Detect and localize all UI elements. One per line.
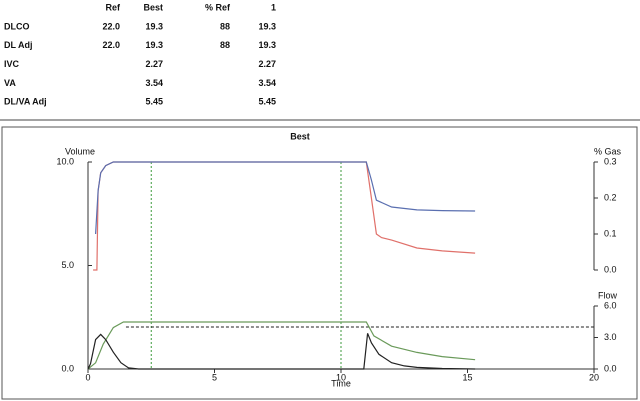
x-tick-label: 15 [462,372,472,382]
series-line [93,161,476,271]
column-header: Ref [105,2,121,12]
cell: 2.27 [145,59,163,69]
chart-frame [1,126,638,400]
series-line [87,333,476,370]
cell: 19.3 [258,40,276,50]
series-line [87,321,476,370]
column-header: Best [143,2,163,12]
cell: 5.45 [258,97,276,107]
y2ticks-tick-label: 0.3 [604,156,617,166]
row-label: DL/VA Adj [4,97,47,107]
cell: 88 [220,21,230,31]
x-tick-label: 10 [336,372,346,382]
cell: 5.45 [145,97,163,107]
y3ticks-tick-label: 0.0 [604,363,617,373]
x-tick-label: 5 [212,372,217,382]
y-tick-label: 10.0 [56,156,74,166]
y2ticks-tick-label: 0.2 [604,192,617,202]
y3ticks-tick-label: 3.0 [604,332,617,342]
x-axis-label: Time [331,378,351,388]
row-label: DL Adj [4,40,33,50]
y-tick-label: 0.0 [61,363,74,373]
y-axis-label: Volume [65,146,95,156]
cell: 19.3 [145,21,163,31]
cell: 2.27 [258,59,276,69]
cell: 22.0 [102,40,120,50]
y3ticks-tick-label: 6.0 [604,300,617,310]
series-line [95,161,476,235]
cell: 19.3 [258,21,276,31]
y2ticks-tick-label: 0.0 [604,264,617,274]
column-header: % Ref [205,2,231,12]
cell: 19.3 [145,40,163,50]
row-label: IVC [4,59,20,69]
y2-axis-label: % Gas [594,146,622,156]
column-header: 1 [271,2,276,12]
chart-title: Best [290,131,310,141]
cell: 88 [220,40,230,50]
x-tick-label: 0 [85,372,90,382]
cell: 3.54 [258,78,276,88]
y3-axis-label: Flow [598,290,618,300]
y2ticks-tick-label: 0.1 [604,228,617,238]
cell: 22.0 [102,21,120,31]
row-label: VA [4,78,16,88]
row-label: DLCO [4,21,30,31]
x-tick-label: 20 [589,372,599,382]
cell: 3.54 [145,78,163,88]
y-tick-label: 5.0 [61,260,74,270]
